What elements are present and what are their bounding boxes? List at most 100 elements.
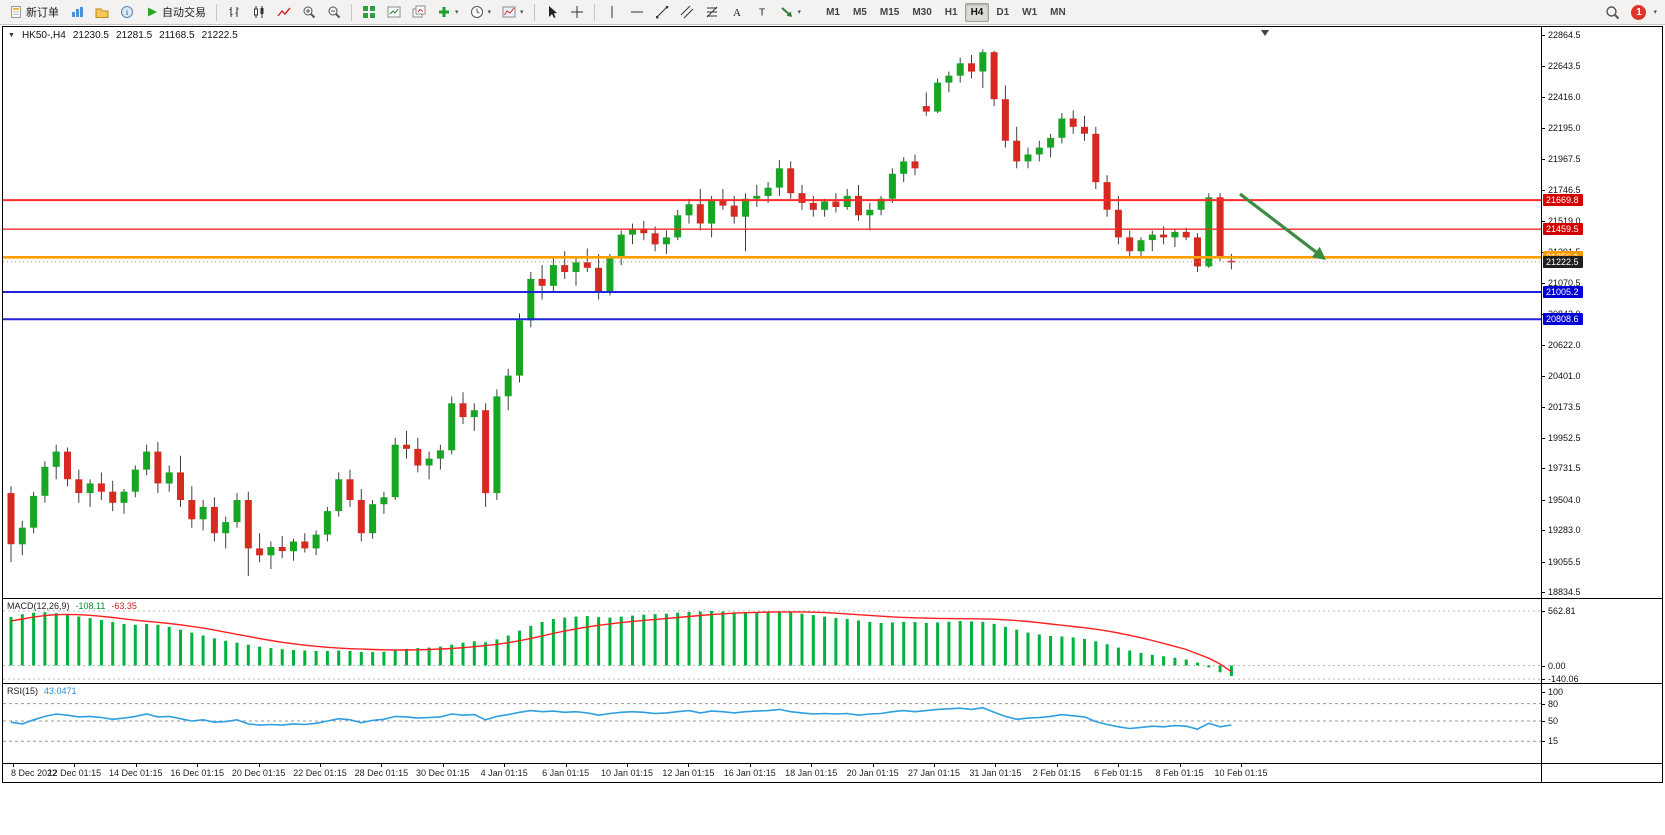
price-level-badge: 21222.5 — [1543, 255, 1583, 268]
timeframe-h1[interactable]: H1 — [944, 6, 958, 18]
label-button[interactable]: T — [750, 1, 774, 24]
time-tick-label: 4 Jan 01:15 — [480, 768, 528, 778]
indicators-button[interactable]: ▾ — [432, 1, 464, 24]
cursor-button[interactable] — [540, 1, 564, 24]
collapse-icon[interactable]: ▼ — [8, 32, 15, 39]
time-tick — [442, 764, 444, 767]
cascade-charts-icon — [412, 5, 426, 19]
tile-windows-button[interactable] — [357, 1, 381, 24]
svg-text:A: A — [733, 7, 741, 19]
price-tick-label: 19504.0 — [1548, 494, 1581, 505]
new-order-icon — [9, 5, 23, 19]
candlestick-chart-button[interactable] — [247, 1, 271, 24]
timeframe-m1[interactable]: M1 — [826, 6, 840, 18]
price-tick-label: 21746.5 — [1548, 184, 1581, 195]
new-order-button-label: 新订单 — [26, 7, 59, 19]
time-tick — [1056, 764, 1058, 767]
label-icon: T — [755, 5, 769, 19]
periods-button[interactable]: ▾ — [465, 1, 497, 24]
chart-window[interactable]: ▼ HK50-,H4 21230.5 21281.5 21168.5 21222… — [2, 26, 1663, 783]
cascade-charts-button[interactable] — [407, 1, 431, 24]
rsi-name: RSI(15) — [7, 686, 39, 696]
price-tick-label: 18834.5 — [1548, 587, 1581, 597]
candlestick-chart[interactable] — [3, 27, 1541, 598]
indicators-icon — [437, 5, 451, 19]
time-tick — [320, 764, 321, 767]
price-tick-label: 19952.5 — [1548, 432, 1581, 443]
panel-separator[interactable] — [3, 683, 1662, 684]
zoom-out-button[interactable] — [322, 1, 346, 24]
macd-chart[interactable] — [3, 599, 1541, 683]
timeframe-toolbar: M1 M5 M15 M30 H1 H4 D1 W1 MN — [820, 2, 1072, 22]
price-chart-panel[interactable]: ▼ HK50-,H4 21230.5 21281.5 21168.5 21222… — [3, 27, 1541, 598]
timeframe-mn[interactable]: MN — [1050, 6, 1066, 18]
rsi-axis-label: 15 — [1548, 736, 1559, 747]
macd-axis-label: -140.06 — [1548, 674, 1579, 685]
rsi-axis-tick — [1542, 692, 1545, 693]
time-tick — [995, 764, 997, 767]
shapes-button[interactable]: ▾ — [775, 1, 807, 24]
time-axis[interactable]: 8 Dec 2022 12 Dec 01:15 14 Dec 01:15 16 Dec… — [3, 764, 1541, 782]
macd-axis-label: 0.00 — [1548, 660, 1566, 671]
timeframe-m30[interactable]: M30 — [912, 6, 932, 18]
time-tick — [1241, 764, 1242, 767]
text-button[interactable]: A — [725, 1, 749, 24]
toolbar: 新订单 i 自动交易 ▾ ▾ ▾ A T ▾ M1 M5 M15 M30 H1 H4 D1 W1 MN 1 ▾ — [0, 0, 1665, 25]
price-tick — [1542, 283, 1545, 284]
line-chart-button[interactable] — [272, 1, 296, 24]
price-tick-label: 21519.0 — [1548, 216, 1581, 226]
macd-axis-tick — [1542, 665, 1545, 667]
price-axis[interactable]: 22864.5 22643.5 22416.0 22195.0 21967.5 21746… — [1541, 27, 1662, 782]
time-tick-label: 12 Dec 01:15 — [47, 768, 102, 778]
timeframe-h4[interactable]: H4 — [964, 2, 990, 22]
arrange-charts-button[interactable] — [382, 1, 406, 24]
line-chart-icon — [277, 5, 291, 19]
charts-button[interactable] — [65, 1, 89, 24]
price-tick-label: 22643.5 — [1548, 60, 1581, 71]
vertical-line-button[interactable] — [600, 1, 624, 24]
timeframe-d1[interactable]: D1 — [996, 6, 1010, 18]
time-tick — [258, 764, 260, 767]
toolbar-separator — [216, 3, 217, 21]
rsi-panel[interactable]: RSI(15) 43.0471 — [3, 684, 1541, 763]
horizontal-line-button[interactable] — [625, 1, 649, 24]
templates-button[interactable]: ▾ — [497, 1, 529, 24]
timeframe-m5[interactable]: M5 — [852, 6, 867, 18]
svg-text:T: T — [758, 8, 764, 19]
price-tick-label: 21070.5 — [1548, 278, 1581, 288]
timeframe-w1[interactable]: W1 — [1022, 6, 1038, 18]
price-level-badge: 21005.2 — [1543, 286, 1583, 298]
fibonacci-button[interactable] — [700, 1, 724, 24]
rsi-chart[interactable] — [3, 684, 1541, 763]
crosshair-button[interactable] — [565, 1, 589, 24]
candlestick-icon — [252, 5, 266, 19]
price-tick — [1542, 189, 1545, 191]
price-tick — [1542, 375, 1545, 377]
timeframe-m15[interactable]: M15 — [879, 6, 900, 18]
data-window-button[interactable]: i — [115, 1, 139, 24]
time-tick-label: 30 Dec 01:15 — [416, 768, 470, 778]
auto-trading-button[interactable]: 自动交易 — [140, 1, 211, 24]
bar-chart-button[interactable] — [222, 1, 246, 24]
profiles-button[interactable] — [90, 1, 114, 24]
panel-separator[interactable] — [3, 598, 1662, 599]
time-tick — [13, 764, 14, 767]
notification-badge[interactable]: 1 — [1631, 4, 1647, 20]
toolbar-separator — [351, 3, 352, 21]
macd-panel[interactable]: MACD(12,26,9) -108.11 -63.35 — [3, 599, 1541, 683]
toolbar-buttons: 新订单 i 自动交易 ▾ ▾ ▾ A T ▾ — [4, 1, 806, 24]
low-value: 21168.5 — [159, 30, 195, 41]
macd-main-value: -108.11 — [75, 601, 106, 611]
zoom-in-button[interactable] — [297, 1, 321, 24]
macd-name: MACD(12,26,9) — [7, 601, 70, 611]
search-button[interactable] — [1600, 1, 1625, 24]
clock-icon — [470, 5, 484, 19]
time-tick-label: 12 Jan 01:15 — [662, 768, 715, 778]
new-order-button[interactable]: 新订单 — [4, 1, 64, 24]
channel-button[interactable] — [675, 1, 699, 24]
trendline-button[interactable] — [650, 1, 674, 24]
time-tick-label: 28 Dec 01:15 — [354, 768, 409, 778]
panel-separator — [3, 763, 1662, 764]
price-tick-label: 20622.0 — [1548, 339, 1581, 350]
chevron-down-icon[interactable]: ▾ — [1653, 9, 1657, 16]
